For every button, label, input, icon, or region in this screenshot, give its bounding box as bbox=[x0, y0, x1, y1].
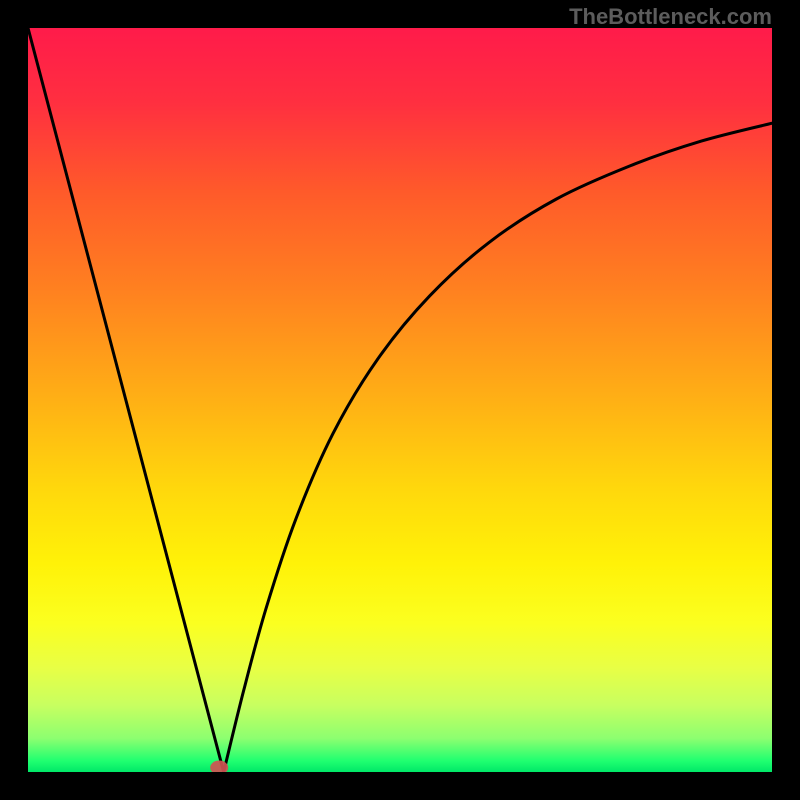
chart-svg bbox=[28, 28, 772, 772]
bottleneck-curve bbox=[28, 28, 772, 772]
bottleneck-chart bbox=[28, 28, 772, 772]
watermark-text: TheBottleneck.com bbox=[569, 4, 772, 30]
